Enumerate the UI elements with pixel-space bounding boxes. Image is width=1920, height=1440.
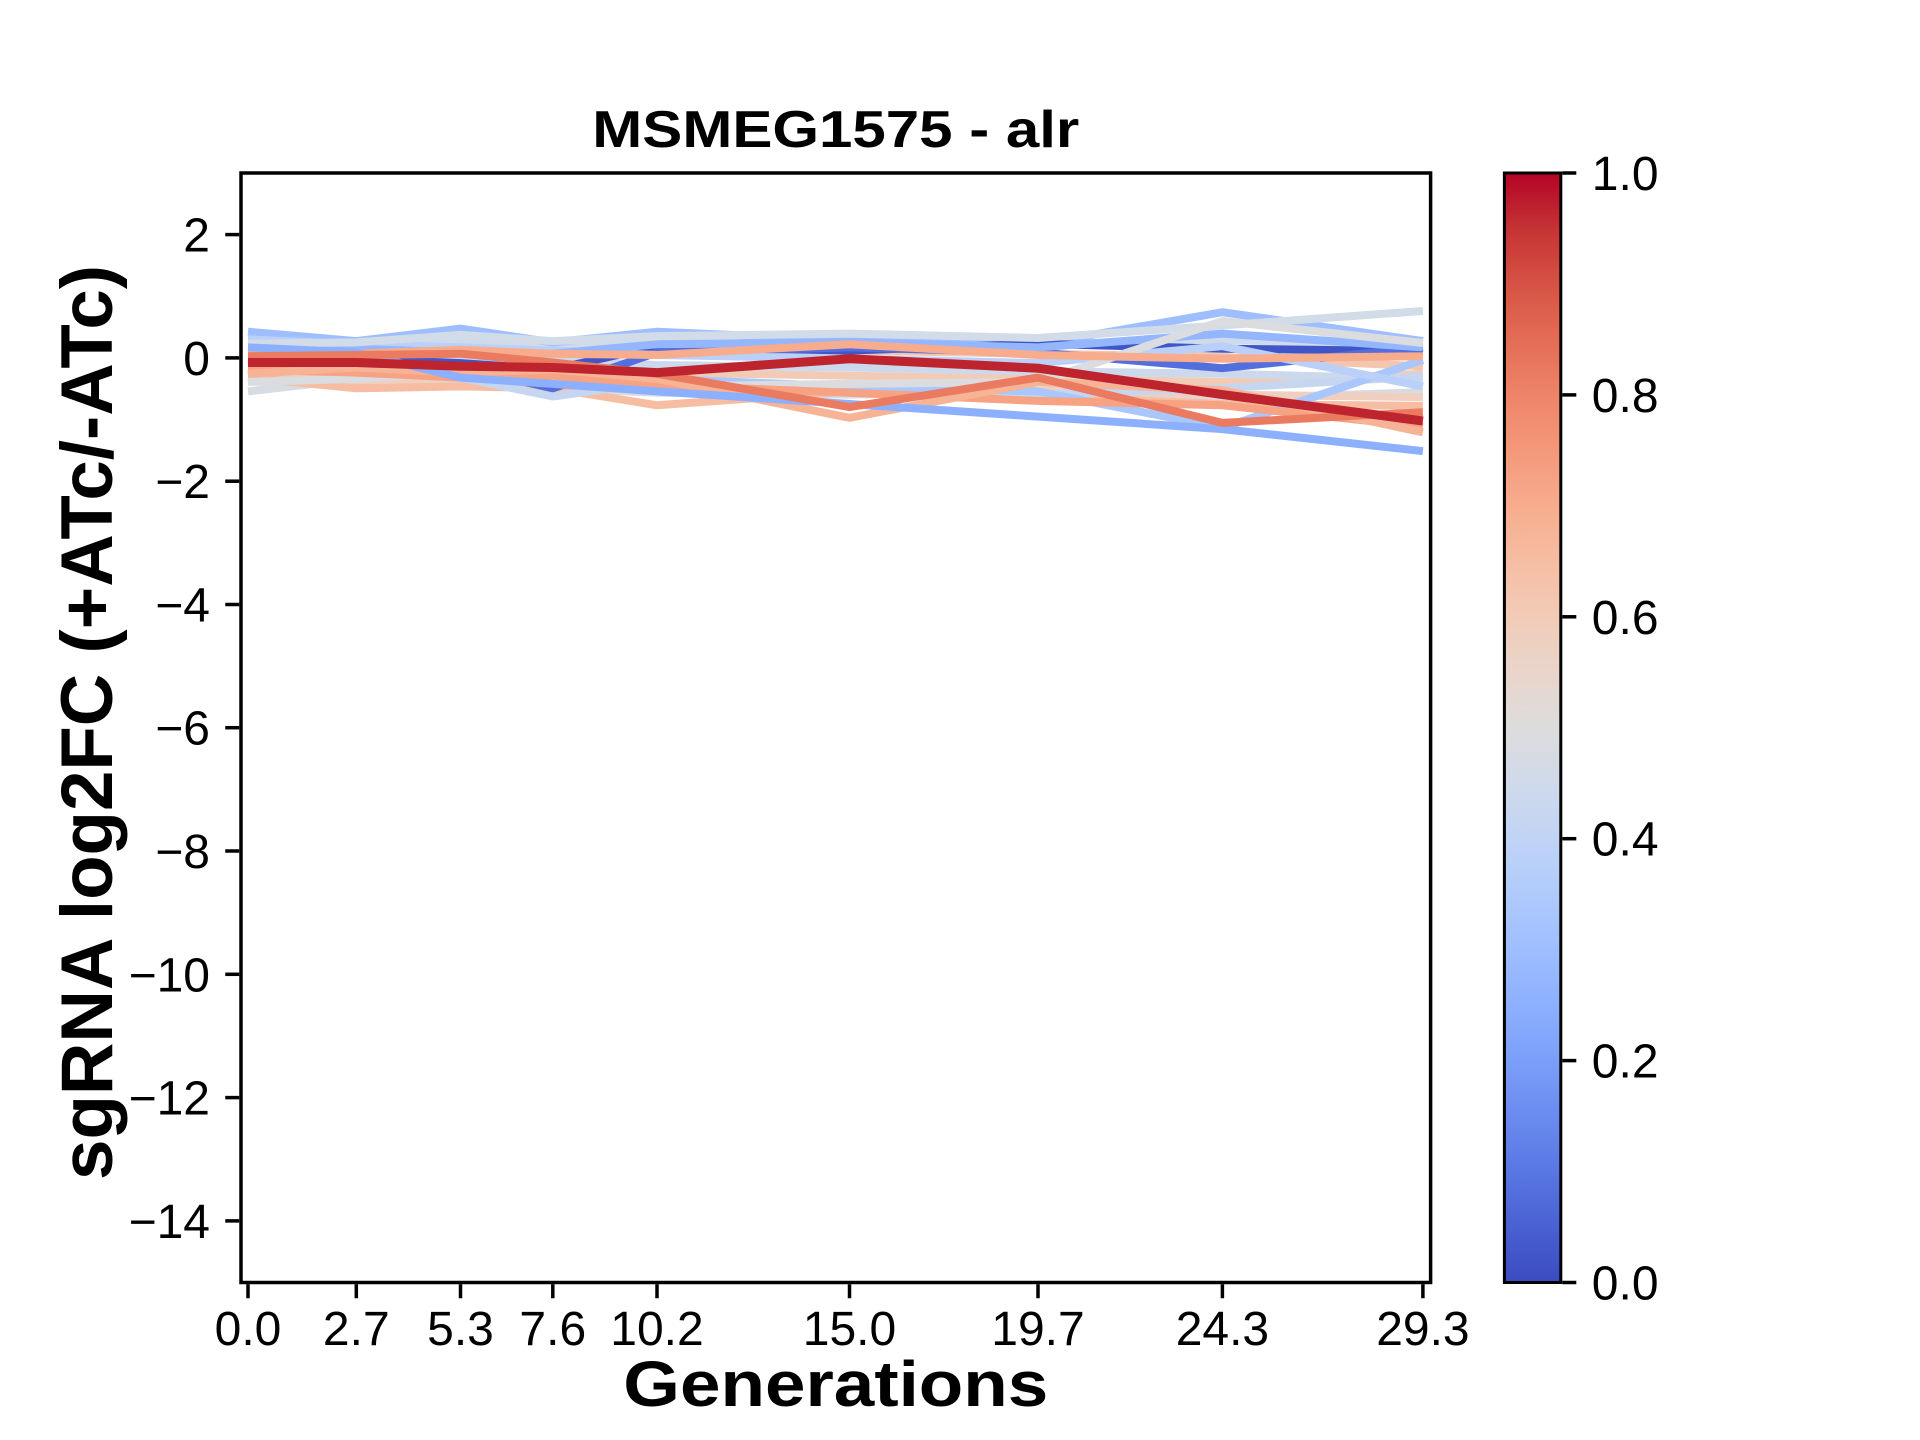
svg-text:−14: −14 (129, 1196, 210, 1249)
svg-text:−2: −2 (155, 456, 210, 509)
svg-text:Generations: Generations (623, 1348, 1048, 1420)
svg-text:29.3: 29.3 (1376, 1303, 1469, 1356)
svg-text:−6: −6 (155, 703, 210, 756)
svg-text:24.3: 24.3 (1176, 1303, 1269, 1356)
svg-text:5.3: 5.3 (427, 1303, 494, 1356)
svg-text:1.0: 1.0 (1592, 148, 1659, 201)
svg-text:−8: −8 (155, 826, 210, 879)
svg-text:2.7: 2.7 (323, 1303, 390, 1356)
svg-text:−4: −4 (155, 579, 210, 632)
svg-text:2: 2 (183, 210, 210, 263)
svg-text:sgRNA log2FC (+ATc/-ATc): sgRNA log2FC (+ATc/-ATc) (47, 265, 128, 1180)
svg-text:0.0: 0.0 (215, 1303, 282, 1356)
svg-text:MSMEG1575 - alr: MSMEG1575 - alr (592, 101, 1079, 159)
svg-text:0.6: 0.6 (1592, 592, 1659, 645)
svg-text:0: 0 (183, 333, 210, 386)
svg-text:15.0: 15.0 (803, 1303, 896, 1356)
svg-text:19.7: 19.7 (991, 1303, 1084, 1356)
svg-text:0.0: 0.0 (1592, 1258, 1659, 1311)
svg-text:0.2: 0.2 (1592, 1036, 1659, 1089)
svg-text:−10: −10 (129, 949, 210, 1002)
svg-text:7.6: 7.6 (519, 1303, 586, 1356)
svg-text:10.2: 10.2 (610, 1303, 703, 1356)
svg-text:0.8: 0.8 (1592, 370, 1659, 423)
svg-text:0.4: 0.4 (1592, 814, 1659, 867)
svg-text:−12: −12 (129, 1073, 210, 1126)
